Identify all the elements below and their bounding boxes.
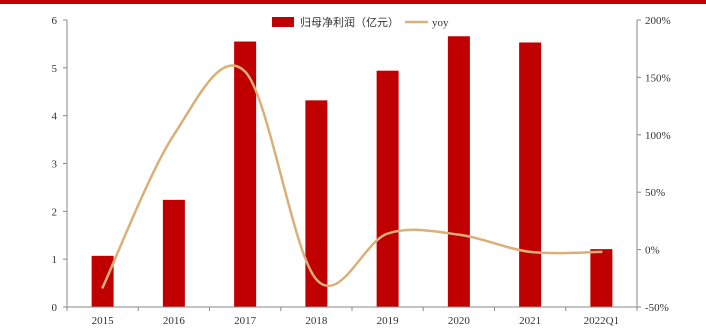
legend-line-label: yoy [432,17,449,29]
left-tick-label: 5 [52,63,58,75]
top-accent-rule [0,0,706,4]
right-tick-label: 50% [645,187,665,199]
legend-bar-swatch [272,17,294,27]
bar-2021 [519,42,542,308]
left-tick-label: 0 [52,302,58,314]
x-tick-label: 2016 [163,315,186,327]
left-tick-label: 4 [52,111,58,123]
bar-2017 [234,41,257,308]
right-tick-label: -50% [645,302,669,314]
x-tick-label: 2017 [234,315,257,327]
x-tick-label: 2020 [448,315,471,327]
x-tick-label: 2019 [377,315,400,327]
bar-2019 [376,70,399,307]
legend: 归母净利润（亿元） yoy [272,15,449,29]
x-tick-label: 2015 [92,315,115,327]
bar-2022Q1 [590,249,613,307]
right-tick-label: 150% [645,72,671,84]
left-tick-label: 3 [52,159,58,171]
bar-2020 [447,36,470,307]
right-tick-label: 100% [645,130,671,142]
legend-bar-label: 归母净利润（亿元） [300,15,399,29]
left-tick-label: 1 [52,254,58,266]
x-tick-label: 2018 [305,315,328,327]
bar-series [91,36,613,308]
right-tick-label: 0% [645,245,660,257]
axes: 0 1 2 3 4 5 6 -50% 0% 50% 100% 150% 200% 2015 2016 2017… [52,15,671,327]
line-series [101,64,603,289]
x-tick-label: 2021 [519,315,541,327]
bar-2016 [162,199,185,307]
x-tick-label: 2022Q1 [584,315,619,327]
yoy-line [101,64,603,289]
left-tick-label: 6 [52,15,58,27]
left-tick-label: 2 [52,206,58,218]
bar-2018 [305,100,328,307]
right-tick-label: 200% [645,15,671,27]
bar-2015 [91,255,114,307]
